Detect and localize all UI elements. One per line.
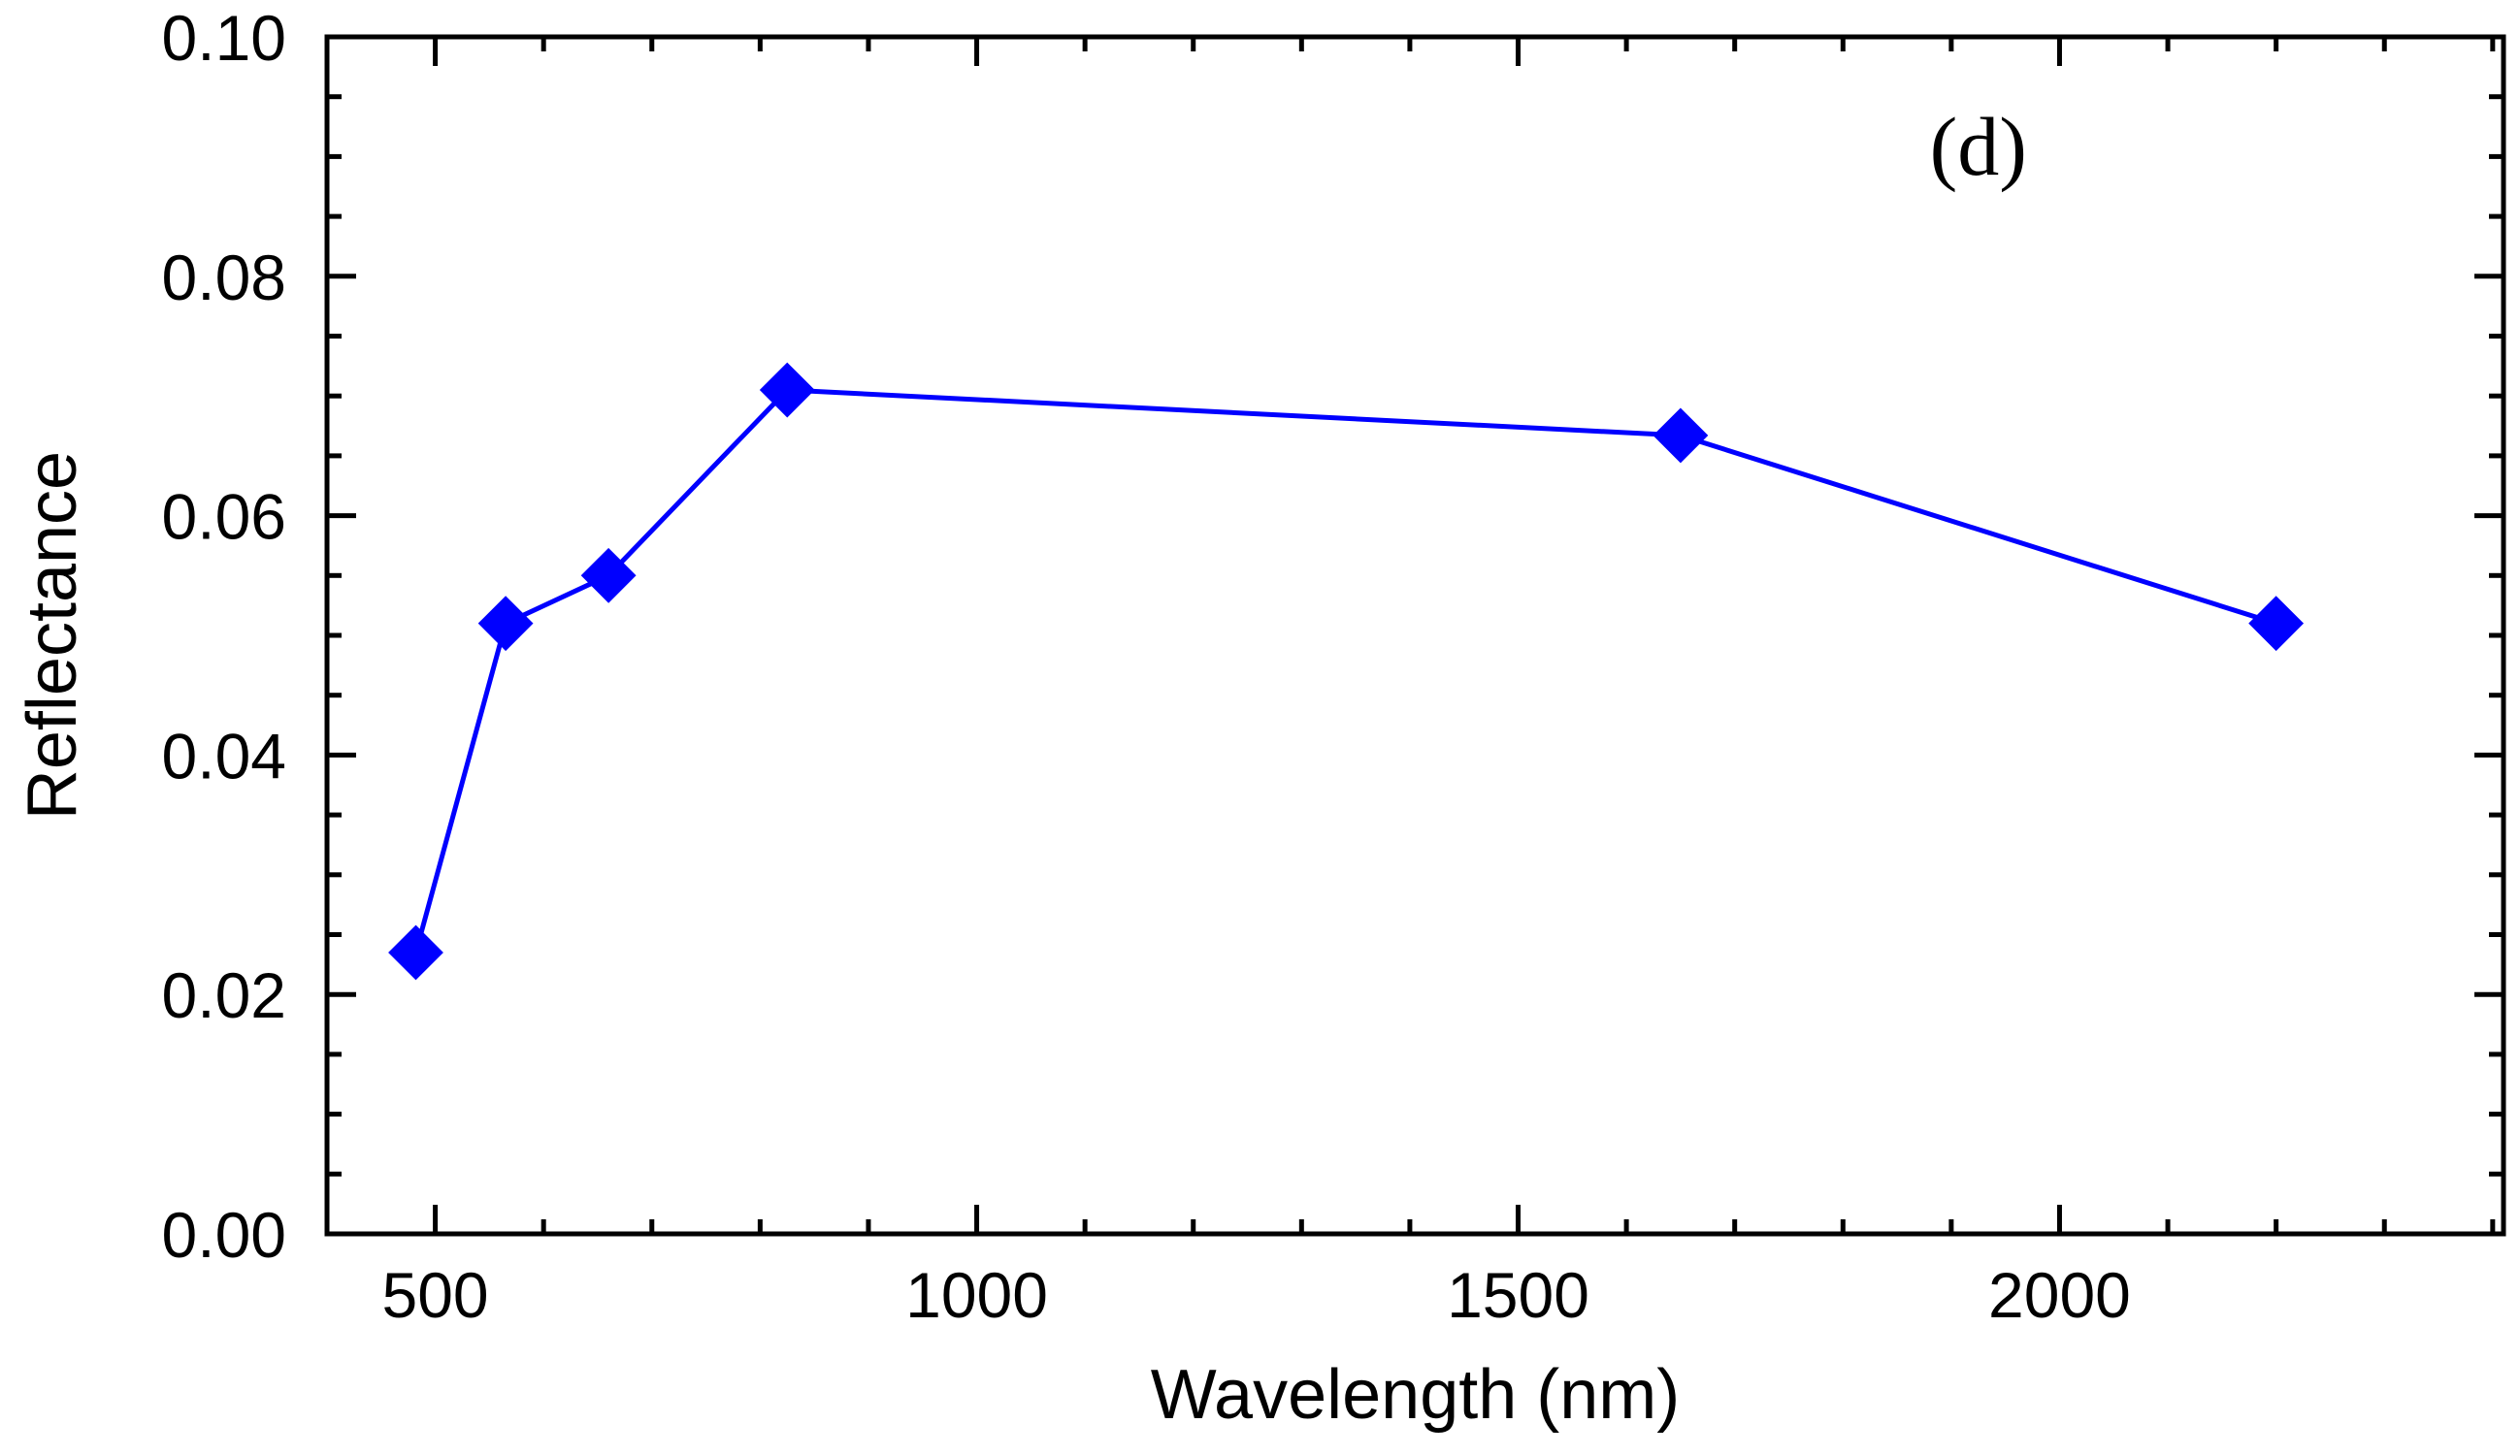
y-tick-label: 0.02: [162, 959, 286, 1031]
y-axis-title: Reflectance: [14, 451, 91, 820]
y-tick-label: 0.06: [162, 481, 286, 553]
y-tick-label: 0.10: [162, 2, 286, 74]
x-tick-label: 1000: [905, 1259, 1048, 1331]
y-tick-label: 0.00: [162, 1199, 286, 1271]
x-tick-label: 1500: [1447, 1259, 1589, 1331]
series-reflectance: [388, 362, 2305, 981]
y-tick-label: 0.04: [162, 720, 286, 792]
axes: 500 1000 1500 2000 0.00 0.02 0.04 0.06 0.08 0.10: [162, 2, 2506, 1331]
data-point: [580, 547, 637, 603]
data-point: [388, 924, 443, 981]
y-tick-label: 0.08: [162, 242, 286, 313]
x-tick-label: 500: [382, 1259, 489, 1331]
panel-label: (d): [1930, 100, 2027, 193]
x-axis-title: Wavelength (nm): [1151, 1356, 1681, 1434]
x-tick-label: 2000: [1988, 1259, 2131, 1331]
series-line: [413, 387, 2277, 954]
plot-frame: [324, 34, 2506, 1237]
data-point: [477, 596, 534, 652]
data-point: [759, 362, 815, 418]
data-point: [1653, 407, 1709, 464]
labels: Wavelength (nm) Reflectance (d): [14, 100, 2027, 1434]
data-point: [2248, 596, 2305, 652]
